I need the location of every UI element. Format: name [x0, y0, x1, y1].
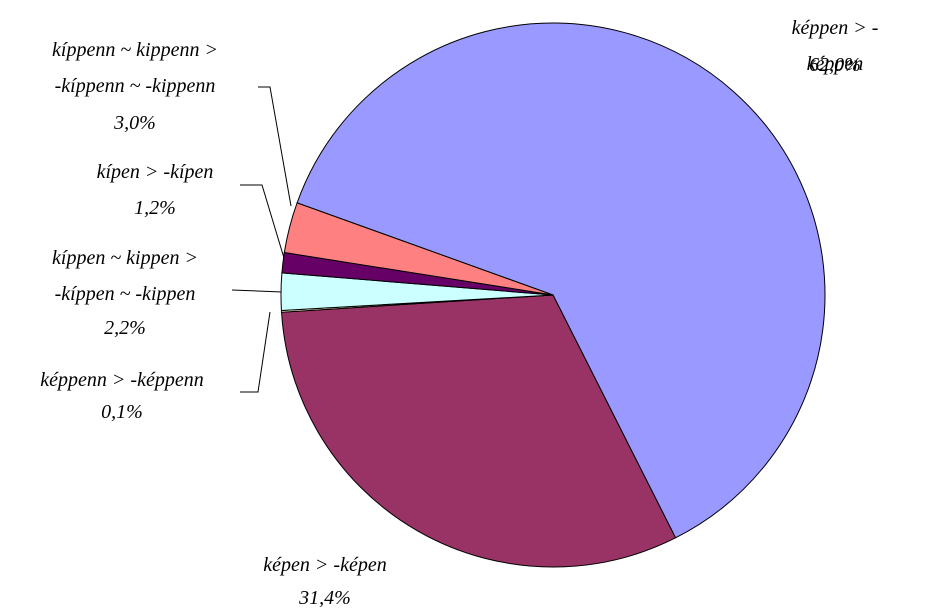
leader-line [258, 86, 292, 207]
slices [280, 22, 826, 568]
slice-label: képpen > -képpen [791, 17, 879, 75]
slice-label: 31,4% [299, 587, 351, 608]
slice-label: képen > -képen [263, 554, 387, 576]
slice-label: kíppenn ~ kippenn > -kíppenn ~ -kippenn [52, 39, 218, 97]
slice-label: 62,0% [809, 54, 861, 76]
slice-label: 0,1% [101, 401, 143, 423]
pie-slice [283, 202, 554, 296]
leader-line [231, 289, 283, 293]
pie-slice [281, 294, 677, 568]
slice-label: 1,2% [134, 197, 176, 219]
pie-slice [296, 22, 826, 539]
slice-label: 3,0% [114, 112, 156, 134]
slice-label: kíppen ~ kippen > -kíppen ~ -kippen [52, 247, 198, 305]
leader-line [240, 311, 271, 393]
leader-line [240, 184, 285, 259]
slice-label: 2,2% [104, 317, 146, 339]
slice-label: képpenn > -képpenn [40, 369, 204, 391]
slice-label: kípen > -kípen [96, 161, 214, 183]
